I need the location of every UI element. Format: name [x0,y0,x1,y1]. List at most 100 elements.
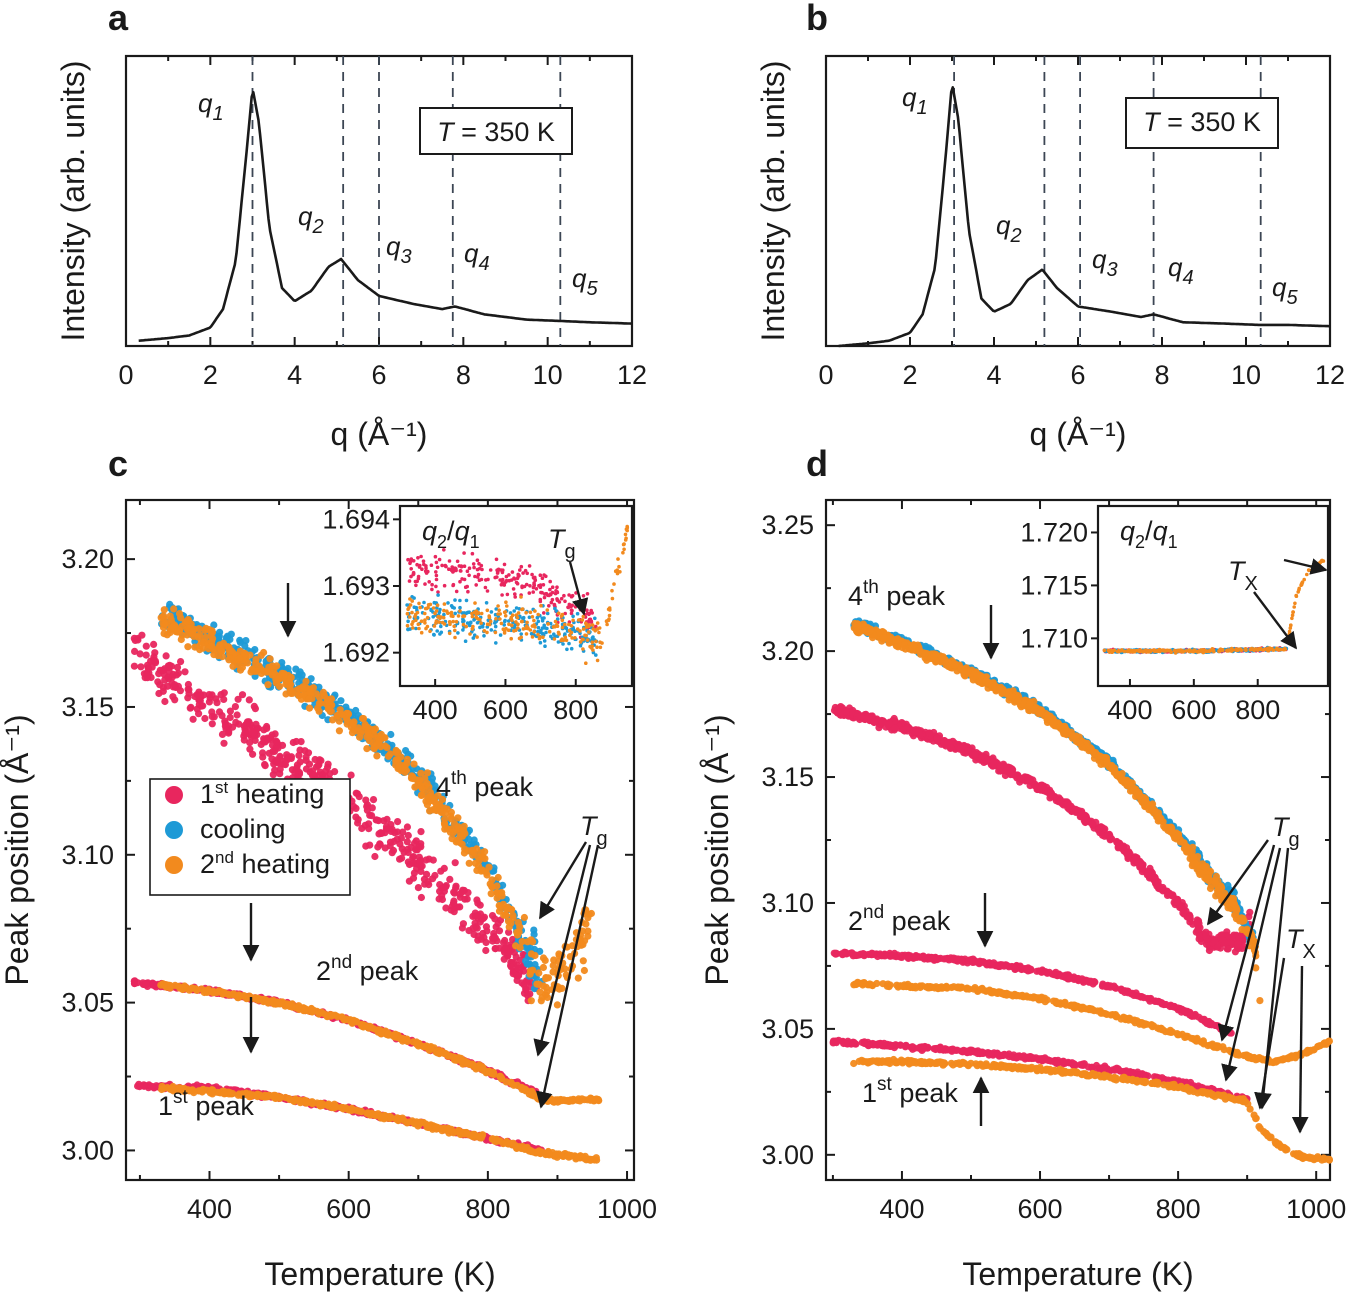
panel-c-inset-point [443,564,448,568]
panel-c-point [258,995,266,1004]
panel-d-point [1234,940,1242,948]
panel-c-inset-point [421,559,426,563]
panel-c-inset-point [509,616,513,621]
panel-c-point [527,997,535,1005]
panel-c-point [142,651,150,659]
panel-c-point [160,982,168,990]
panel-c-point [408,772,416,780]
panel-c-inset-point [556,630,561,635]
panel-c-point [417,828,425,836]
panel-c-point [380,1112,389,1121]
panel-c-inset-point [436,593,440,597]
panel-c-point [450,888,458,896]
panel-c-inset-point [493,630,498,635]
panel-c-inset-point [625,525,630,530]
panel-c-inset-point [453,635,457,640]
panel-c-point [184,643,192,651]
panel-c-point [422,856,430,864]
panel-c-inset-point [542,639,547,643]
panel-c-inset-point [608,608,612,612]
panel-c-point [268,662,276,670]
panel-c-inset-point [551,625,556,629]
panel-c-point [416,858,424,866]
panel-c-inset-point [470,551,475,556]
panel-c-inset-point [538,573,543,577]
panel-c-point [225,729,233,737]
panel-c-point [491,945,499,953]
panel-c-inset-point [413,579,418,584]
panel-c-inset-point [541,635,545,639]
panel-c-point [315,700,323,708]
panel-c-inset-point [484,578,488,582]
panel-d-point [1025,776,1033,785]
panel-c-inset-point [406,627,410,632]
panel-c-point [504,903,512,911]
panel-c-point [470,930,478,939]
panel-c-point [586,1155,595,1163]
panel-c-point [383,815,391,824]
panel-c-point [402,747,410,755]
panel-c-inset-point [580,618,585,622]
panel-c-point [310,1006,318,1015]
panel-c-inset-point [615,571,620,576]
panel-d-point [1214,943,1222,951]
panel-c-inset-point [580,637,585,642]
panel-c-inset-point [503,618,507,623]
panel-c-inset-point [519,632,523,636]
panel-c-inset-point [475,567,480,572]
panel-c-inset-point [527,591,532,595]
panel-d-point [915,728,923,736]
panel-c-inset-point [621,542,626,547]
panel-c-inset-point [556,611,561,616]
panel-c-point [414,884,422,892]
panel-c-inset-point [542,623,546,628]
panel-c-point [273,756,281,764]
panel-d-point [1218,931,1226,939]
panel-c-point [394,748,402,756]
panel-c-point [366,841,374,849]
panel-c-point [162,652,170,660]
panel-c-inset-point [480,625,485,629]
panel-c-point [368,1024,376,1032]
panel-c-point [309,771,317,779]
panel-c-point [474,936,482,944]
panel-c-inset-point [597,630,601,635]
panel-c-inset-point [446,611,450,615]
panel-c-point [462,1130,471,1138]
panel-c-inset-point [505,604,509,608]
panel-c-point [250,702,258,711]
panel-c-inset-point [540,616,545,621]
panel-c-inset-point [581,594,586,598]
panel-c-inset-point [607,613,612,618]
panel-c-inset-point [470,614,475,619]
panel-c-point [447,812,455,820]
panel-c-inset-point [423,582,427,586]
panel-c-point [414,781,422,789]
panel-c-inset-point [521,627,526,631]
panel-c-point [161,697,169,706]
panel-c-inset-point [458,598,462,603]
panel-c-point [456,903,464,911]
panel-c-point [416,1118,425,1127]
panel-c-point [353,790,361,798]
panel-c-inset-point [530,635,535,639]
panel-d-point [870,718,879,726]
panel-c-point [539,954,548,962]
panel-d-point [1122,844,1131,852]
panel-c-point [516,944,524,952]
panel-c-inset-point [423,611,427,616]
panel-c-inset-point [479,577,484,582]
panel-c-point [482,946,490,955]
panel-c-inset-point [560,625,565,630]
panel-c-inset-point [519,564,524,569]
panel-d-point [925,729,933,737]
panel-c-inset-point [516,611,521,615]
panel-c-point [350,1017,358,1025]
panel-c-inset-point [498,617,502,621]
panel-c-inset-point [536,632,540,637]
panel-c-inset-point [462,614,467,618]
panel-c-point [201,987,209,995]
panel-d-point [935,732,944,740]
panel-c-inset-point [483,585,488,590]
panel-c-inset-point [555,597,559,601]
